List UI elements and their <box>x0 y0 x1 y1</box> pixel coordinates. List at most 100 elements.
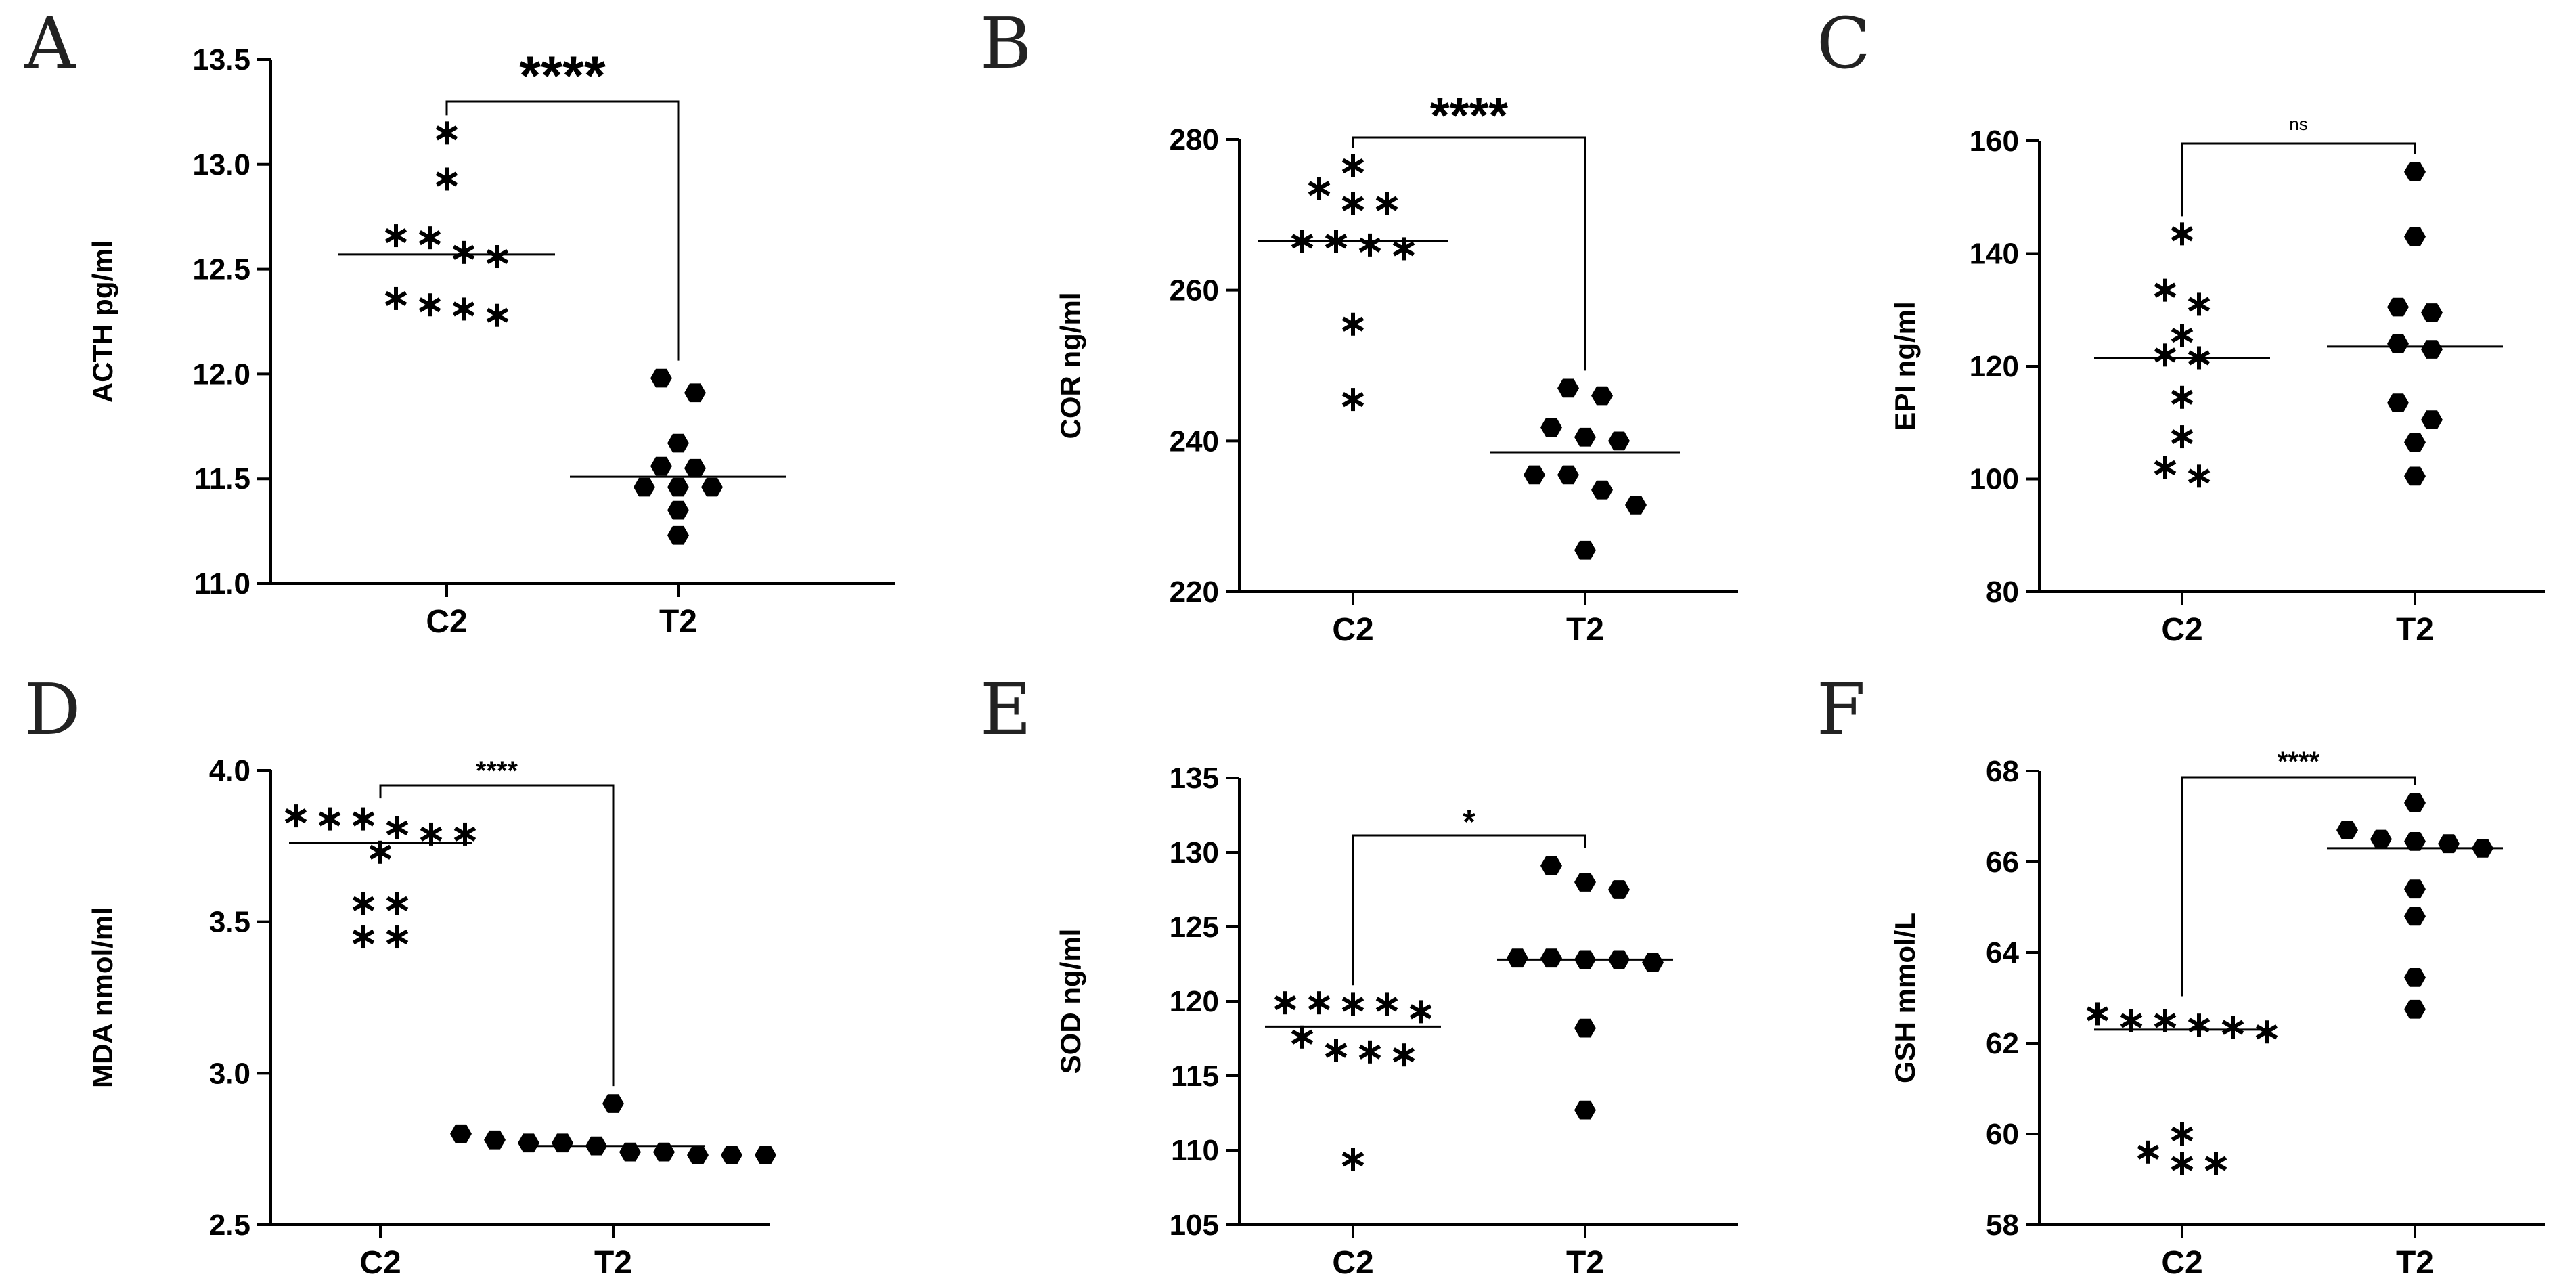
data-point-asterisk <box>2154 1009 2177 1032</box>
data-point-asterisk <box>2188 1013 2211 1037</box>
x-tick-label: T2 <box>1566 1245 1604 1281</box>
data-point-asterisk <box>418 293 441 317</box>
significance-bracket <box>2181 142 2416 217</box>
data-point-hexagon <box>1574 540 1596 560</box>
y-tick-label: 3.0 <box>209 1057 250 1090</box>
data-point-asterisk <box>2188 292 2211 316</box>
data-point-asterisk <box>1409 1000 1432 1024</box>
y-tick-label: 100 <box>1970 463 2019 496</box>
data-point-hexagon <box>1540 418 1562 437</box>
y-tick-label: 64 <box>1986 936 2019 969</box>
significance-bracket <box>379 784 615 1087</box>
data-point-asterisk <box>1341 192 1364 215</box>
data-point-hexagon <box>687 1146 709 1164</box>
y-tick-label: 120 <box>1970 350 2019 383</box>
data-point-asterisk <box>2171 222 2194 246</box>
data-point-hexagon <box>484 1130 506 1150</box>
data-point-asterisk <box>1291 1025 1314 1049</box>
data-point-hexagon <box>1591 386 1613 406</box>
y-tick-label: 12.5 <box>192 253 250 286</box>
panel-b: B 220 240 260 280 COR ng/ml C2 T2 **** <box>980 2 1738 648</box>
data-point-hexagon <box>1524 465 1545 485</box>
data-point-asterisk <box>2086 1002 2109 1026</box>
data-point-asterisk <box>1341 154 1364 177</box>
data-point-asterisk <box>2221 1016 2244 1039</box>
x-tick-label: T2 <box>2396 612 2434 648</box>
data-point-hexagon <box>1507 948 1528 968</box>
data-point-asterisk <box>452 297 475 321</box>
data-point-asterisk <box>2188 464 2211 488</box>
data-point-hexagon <box>2404 162 2426 181</box>
y-tick-label: 62 <box>1986 1027 2019 1060</box>
significance-bracket <box>1352 136 1586 371</box>
data-point-asterisk <box>2154 456 2177 479</box>
data-point-asterisk <box>284 804 307 828</box>
data-point-hexagon <box>684 458 706 478</box>
panel-f: F 58 60 62 64 66 68 GSH mmol/L C2 T2 **** <box>1817 668 2545 1281</box>
data-point-asterisk <box>369 840 392 864</box>
data-point-asterisk <box>1358 1040 1381 1064</box>
significance-label: **** <box>2278 747 2320 777</box>
data-point-asterisk <box>1325 1039 1348 1062</box>
significance-label: **** <box>476 756 518 786</box>
significance-label: * <box>1463 804 1475 840</box>
data-point-asterisk <box>2154 343 2177 367</box>
y-tick-label: 66 <box>1986 846 2019 879</box>
data-point-hexagon <box>755 1146 776 1164</box>
data-point-asterisk <box>2171 1152 2194 1175</box>
significance-label: **** <box>1430 87 1508 144</box>
data-point-asterisk <box>384 286 407 310</box>
data-point-asterisk <box>1308 177 1331 200</box>
y-tick-label: 135 <box>1170 762 1219 795</box>
data-point-hexagon <box>619 1142 641 1162</box>
data-point-hexagon <box>2404 879 2426 899</box>
significance-bracket <box>1352 834 1586 986</box>
panel-letter: D <box>24 668 81 751</box>
data-point-asterisk <box>2120 1009 2143 1032</box>
y-tick-label: 110 <box>1171 1134 1219 1167</box>
data-point-asterisk <box>435 167 458 191</box>
data-point-asterisk <box>1341 388 1364 412</box>
data-point-asterisk <box>1341 1148 1364 1171</box>
y-tick-label: 115 <box>1171 1060 1219 1093</box>
y-tick-label: 240 <box>1170 424 1219 458</box>
panel-letter: A <box>24 2 76 85</box>
x-tick-label: C2 <box>2161 612 2202 648</box>
data-point-hexagon <box>721 1146 742 1164</box>
y-tick-label: 11.0 <box>194 567 250 601</box>
y-axis-label: COR ng/ml <box>1054 292 1086 439</box>
y-tick-label: 13.0 <box>192 148 250 181</box>
y-tick-label: 58 <box>1986 1208 2019 1242</box>
panel-c: C 80 100 120 140 160 EPI ng/ml C2 T2 ns <box>1817 2 2545 648</box>
y-axis-label: EPI ng/ml <box>1889 301 1921 431</box>
data-point-asterisk <box>352 925 375 949</box>
y-tick-label: 60 <box>1986 1118 2019 1151</box>
data-point-hexagon <box>1608 880 1630 899</box>
x-tick-label: T2 <box>594 1245 632 1281</box>
data-point-hexagon <box>1540 856 1562 875</box>
data-point-asterisk <box>318 807 341 831</box>
data-point-asterisk <box>420 822 443 846</box>
data-point-asterisk <box>2204 1152 2227 1175</box>
data-point-hexagon <box>1625 496 1647 515</box>
data-point-hexagon <box>2438 834 2460 854</box>
data-point-asterisk <box>2171 324 2194 347</box>
data-point-asterisk <box>1341 312 1364 336</box>
data-point-asterisk <box>2154 278 2177 302</box>
y-tick-label: 260 <box>1170 274 1219 307</box>
panel-e: E 105 110 115 120 125 130 135 SOD ng/ml C2 T2 * <box>980 668 1738 1281</box>
data-point-hexagon <box>1574 427 1596 447</box>
significance-bracket <box>445 100 680 361</box>
data-point-hexagon <box>552 1133 573 1153</box>
data-point-asterisk <box>2255 1020 2278 1044</box>
data-point-hexagon <box>1540 948 1562 968</box>
panel-letter: E <box>980 668 1031 751</box>
data-point-asterisk <box>2171 425 2194 449</box>
data-point-asterisk <box>352 892 375 915</box>
y-tick-label: 12.0 <box>192 357 250 391</box>
y-axis-label: MDA nmol/ml <box>87 907 118 1088</box>
data-point-hexagon <box>667 433 689 453</box>
data-point-hexagon <box>1574 1018 1596 1038</box>
x-tick-label: T2 <box>1566 612 1604 648</box>
